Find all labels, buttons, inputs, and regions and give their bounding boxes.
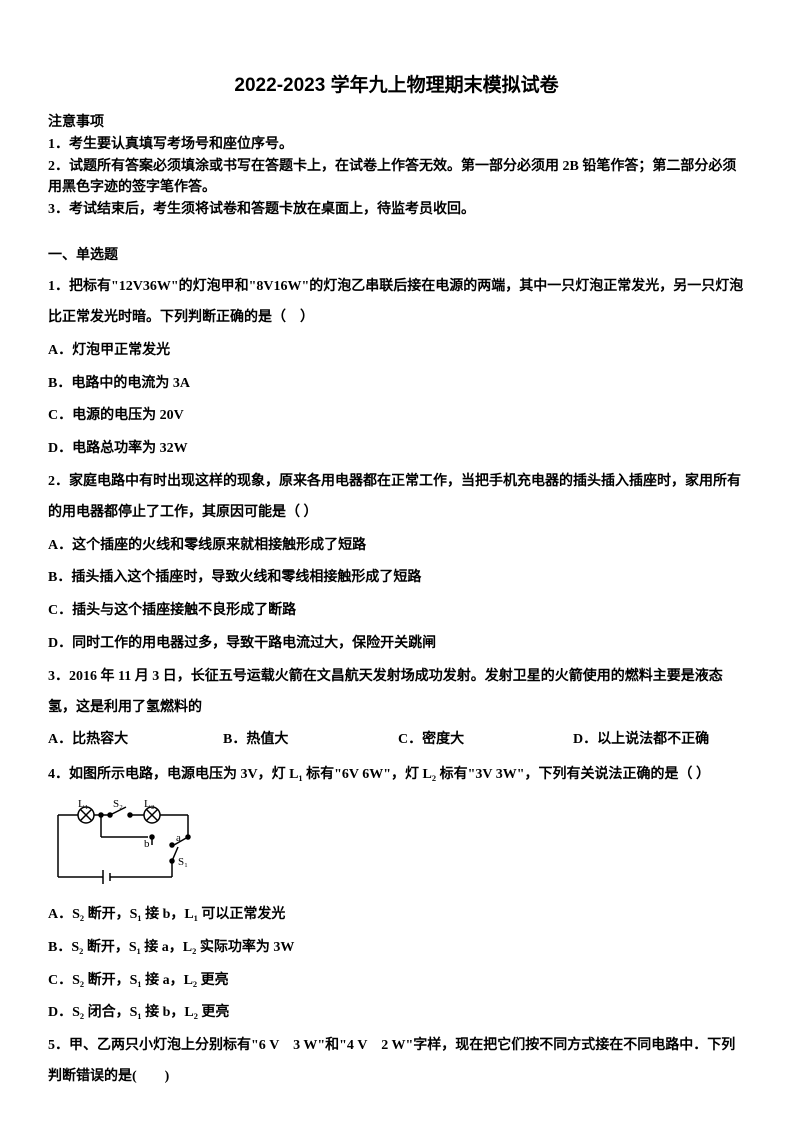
page-title: 2022-2023 学年九上物理期末模拟试卷	[48, 70, 745, 97]
question-3-option-b: B．热值大	[223, 725, 398, 756]
question-1-option-d: D．电路总功率为 32W	[48, 434, 745, 465]
question-4-option-a: A．S₂ 断开，S₁ 接 b，L₁ 可以正常发光	[48, 900, 745, 931]
question-3-options: A．比热容大 B．热值大 C．密度大 D．以上说法都不正确	[48, 725, 745, 758]
diagram-label-a: a	[176, 832, 181, 844]
question-2-option-a: A．这个插座的火线和零线原来就相接触形成了短路	[48, 531, 745, 562]
circuit-diagram: L₁ S₂ L₂ b a S₁	[48, 797, 203, 892]
diagram-label-l1: L₁	[78, 798, 89, 810]
question-1: 1．把标有"12V36W"的灯泡甲和"8V16W"的灯泡乙串联后接在电源的两端，…	[48, 272, 745, 334]
notice-item-1: 1．考生要认真填写考场号和座位序号。	[48, 135, 745, 155]
question-4: 4．如图所示电路，电源电压为 3V，灯 L₁ 标有"6V 6W"，灯 L₂ 标有…	[48, 760, 745, 791]
question-4-option-c: C．S₂ 断开，S₁ 接 a，L₂ 更亮	[48, 966, 745, 997]
question-4-option-d: D．S₂ 闭合，S₁ 接 b，L₂ 更亮	[48, 998, 745, 1029]
notice-item-3: 3．考试结束后，考生须将试卷和答题卡放在桌面上，待监考员收回。	[48, 200, 745, 220]
question-3-option-a: A．比热容大	[48, 725, 223, 756]
notice-heading: 注意事项	[48, 111, 745, 131]
question-3-option-c: C．密度大	[398, 725, 573, 756]
question-1-option-a: A．灯泡甲正常发光	[48, 336, 745, 367]
question-1-option-b: B．电路中的电流为 3A	[48, 369, 745, 400]
question-1-option-c: C．电源的电压为 20V	[48, 401, 745, 432]
question-2-option-b: B．插头插入这个插座时，导致火线和零线相接触形成了短路	[48, 563, 745, 594]
question-2: 2．家庭电路中有时出现这样的现象，原来各用电器都在正常工作，当把手机充电器的插头…	[48, 467, 745, 529]
question-3-option-d: D．以上说法都不正确	[573, 725, 709, 756]
diagram-label-s1: S₁	[178, 856, 188, 868]
question-2-option-c: C．插头与这个插座接触不良形成了断路	[48, 596, 745, 627]
question-2-option-d: D．同时工作的用电器过多，导致干路电流过大，保险开关跳闸	[48, 629, 745, 660]
question-4-option-b: B．S₂ 断开，S₁ 接 a，L₂ 实际功率为 3W	[48, 933, 745, 964]
question-3: 3．2016 年 11 月 3 日，长征五号运载火箭在文昌航天发射场成功发射。发…	[48, 662, 745, 724]
diagram-label-b: b	[144, 838, 150, 850]
section-1-heading: 一、单选题	[48, 244, 745, 264]
diagram-label-l2: L₂	[144, 798, 155, 810]
diagram-label-s2: S₂	[113, 798, 123, 810]
notice-item-2: 2．试题所有答案必须填涂或书写在答题卡上，在试卷上作答无效。第一部分必须用 2B…	[48, 157, 745, 198]
question-5: 5．甲、乙两只小灯泡上分别标有"6 V 3 W"和"4 V 2 W"字样，现在把…	[48, 1031, 745, 1093]
